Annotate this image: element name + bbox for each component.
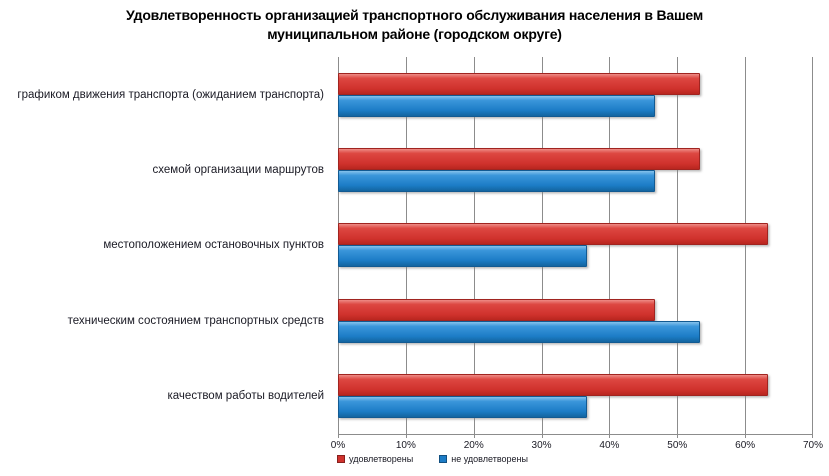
chart-title: Удовлетворенность организацией транспорт…	[126, 7, 703, 42]
legend-swatch-not-satisfied-icon	[439, 455, 448, 463]
legend-label-not-satisfied: не удовлетворены	[451, 454, 528, 464]
x-tick-label: 20%	[463, 440, 484, 451]
bar-group	[338, 283, 813, 358]
category-label: местоположением остановочных пунктов	[103, 239, 324, 252]
plot-area	[338, 57, 813, 438]
legend: удовлетворены не удовлетворены	[337, 454, 528, 464]
bar-not-satisfied-3	[338, 320, 700, 343]
x-tick-label: 60%	[735, 440, 756, 451]
category-label: техническим состоянием транспортных сред…	[67, 314, 324, 327]
gridline	[745, 57, 747, 438]
x-tick-label: 0%	[330, 440, 346, 451]
value-axis: 0% 10% 20% 30% 40% 50% 60% 70%	[331, 440, 823, 454]
bar-group	[338, 132, 813, 207]
bar-satisfied-1	[338, 148, 700, 171]
bar-satisfied-0	[338, 72, 700, 95]
category-axis: графиком движения транспорта (ожиданием …	[0, 57, 331, 434]
bar-satisfied-2	[338, 223, 768, 246]
legend-label-satisfied: удовлетворены	[349, 454, 414, 464]
bar-group	[338, 359, 813, 434]
legend-swatch-satisfied-icon	[337, 455, 345, 463]
x-tick-label: 40%	[599, 440, 620, 451]
gridline	[812, 57, 813, 438]
bar-group	[338, 57, 813, 132]
gridline	[609, 57, 611, 438]
bar-not-satisfied-4	[338, 396, 588, 419]
x-tick-label: 70%	[802, 440, 824, 451]
bar-not-satisfied-0	[338, 94, 655, 117]
bar-satisfied-4	[338, 374, 768, 397]
bar-not-satisfied-2	[338, 245, 588, 268]
x-tick-label: 30%	[531, 440, 552, 451]
category-label: схемой организации маршрутов	[152, 164, 324, 177]
x-tick-label: 50%	[667, 440, 688, 451]
x-tick-label: 10%	[395, 440, 416, 451]
legend-item-satisfied: удовлетворены	[337, 454, 413, 464]
bar-group	[338, 208, 813, 283]
category-label: качеством работы водителей	[167, 390, 325, 403]
bar-not-satisfied-1	[338, 170, 655, 193]
category-label: графиком движения транспорта (ожиданием …	[17, 88, 324, 101]
gridline	[677, 57, 679, 438]
bar-satisfied-3	[338, 298, 655, 321]
legend-item-not-satisfied: не удовлетворены	[439, 454, 528, 464]
